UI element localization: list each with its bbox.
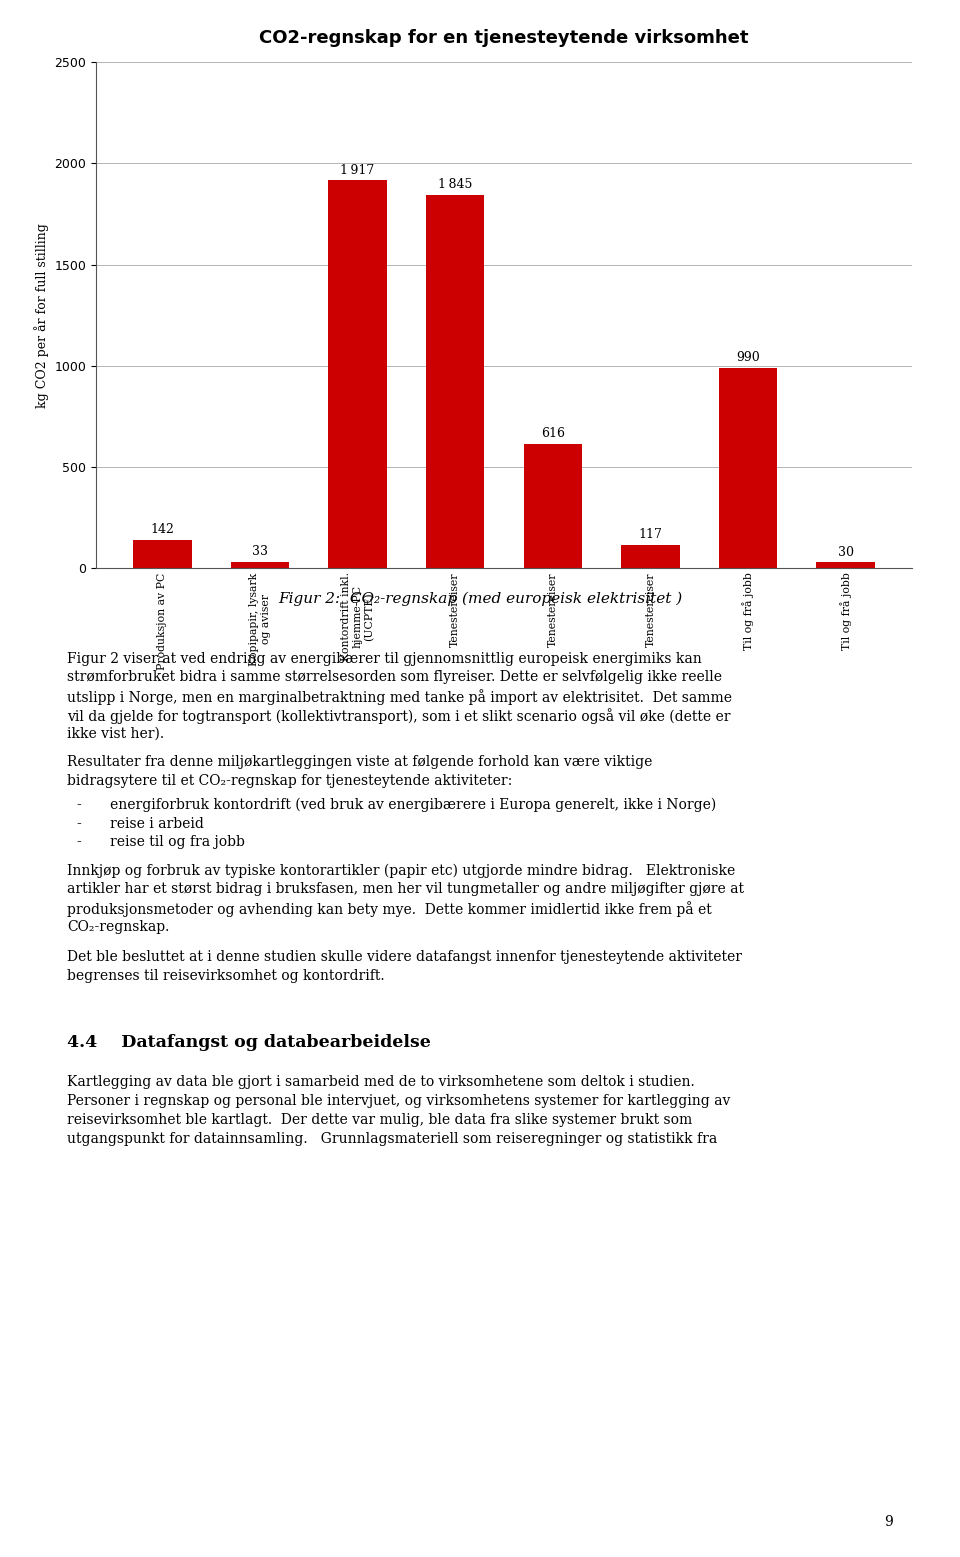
Text: artikler har et størst bidrag i bruksfasen, men her vil tungmetaller og andre mi: artikler har et størst bidrag i bruksfas… bbox=[67, 883, 744, 897]
Text: 4.4    Datafangst og databearbeidelse: 4.4 Datafangst og databearbeidelse bbox=[67, 1034, 431, 1051]
Text: begrenses til reisevirksomhet og kontordrift.: begrenses til reisevirksomhet og kontord… bbox=[67, 968, 385, 982]
Text: 117: 117 bbox=[638, 528, 662, 540]
Bar bbox=[230, 562, 289, 568]
Text: CO₂-regnskap.: CO₂-regnskap. bbox=[67, 920, 170, 934]
Text: -: - bbox=[77, 797, 82, 811]
Text: 9: 9 bbox=[884, 1515, 893, 1529]
Text: 616: 616 bbox=[540, 427, 564, 441]
Text: 1 917: 1 917 bbox=[341, 163, 374, 176]
Text: -: - bbox=[77, 836, 82, 850]
Bar bbox=[328, 181, 387, 568]
Text: Innkjøp og forbruk av typiske kontorartikler (papir etc) utgjorde mindre bidrag.: Innkjøp og forbruk av typiske kontorarti… bbox=[67, 864, 735, 878]
Text: reisevirksomhet ble kartlagt.  Der dette var mulig, ble data fra slike systemer : reisevirksomhet ble kartlagt. Der dette … bbox=[67, 1113, 692, 1127]
Bar bbox=[426, 195, 485, 568]
Bar bbox=[133, 540, 192, 568]
Text: Figur 2:  CO₂-regnskap (med europeisk elektrisitet ): Figur 2: CO₂-regnskap (med europeisk ele… bbox=[277, 592, 683, 606]
Text: Personer i regnskap og personal ble intervjuet, og virksomhetens systemer for ka: Personer i regnskap og personal ble inte… bbox=[67, 1095, 731, 1109]
Text: vil da gjelde for togtransport (kollektivtransport), som i et slikt scenario ogs: vil da gjelde for togtransport (kollekti… bbox=[67, 708, 731, 724]
Text: 30: 30 bbox=[838, 545, 853, 559]
Text: ikke vist her).: ikke vist her). bbox=[67, 727, 164, 741]
Y-axis label: kg CO2 per år for full stilling: kg CO2 per år for full stilling bbox=[34, 223, 49, 408]
Bar bbox=[523, 444, 582, 568]
Text: Resultater fra denne miljøkartleggingen viste at følgende forhold kan være vikti: Resultater fra denne miljøkartleggingen … bbox=[67, 755, 653, 769]
Text: strømforbruket bidra i samme størrelsesorden som flyreiser. Dette er selvfølgeli: strømforbruket bidra i samme størrelseso… bbox=[67, 671, 722, 685]
Text: 1 845: 1 845 bbox=[438, 177, 472, 192]
Bar bbox=[621, 545, 680, 568]
Text: Figur 2 viser at ved endring av energibærer til gjennomsnittlig europeisk energi: Figur 2 viser at ved endring av energibæ… bbox=[67, 652, 702, 666]
Text: Det ble besluttet at i denne studien skulle videre datafangst innenfor tjenestey: Det ble besluttet at i denne studien sku… bbox=[67, 950, 742, 964]
Bar bbox=[719, 367, 778, 568]
Text: 990: 990 bbox=[736, 352, 760, 364]
Text: 142: 142 bbox=[151, 523, 175, 536]
Text: energiforbruk kontordrift (ved bruk av energibærere i Europa generelt, ikke i No: energiforbruk kontordrift (ved bruk av e… bbox=[110, 797, 717, 813]
Title: CO2-regnskap for en tjenesteytende virksomhet: CO2-regnskap for en tjenesteytende virks… bbox=[259, 30, 749, 47]
Bar bbox=[816, 562, 875, 568]
Text: -: - bbox=[77, 817, 82, 831]
Text: reise i arbeid: reise i arbeid bbox=[110, 817, 204, 831]
Text: utgangspunkt for datainnsamling.   Grunnlagsmateriell som reiseregninger og stat: utgangspunkt for datainnsamling. Grunnla… bbox=[67, 1132, 717, 1146]
Text: 33: 33 bbox=[252, 545, 268, 557]
Text: utslipp i Norge, men en marginalbetraktning med tanke på import av elektrisitet.: utslipp i Norge, men en marginalbetraktn… bbox=[67, 690, 732, 705]
Text: bidragsytere til et CO₂-regnskap for tjenesteytende aktiviteter:: bidragsytere til et CO₂-regnskap for tje… bbox=[67, 774, 513, 788]
Text: Kartlegging av data ble gjort i samarbeid med de to virksomhetene som deltok i s: Kartlegging av data ble gjort i samarbei… bbox=[67, 1076, 695, 1090]
Text: produksjonsmetoder og avhending kan bety mye.  Dette kommer imidlertid ikke frem: produksjonsmetoder og avhending kan bety… bbox=[67, 902, 712, 917]
Text: reise til og fra jobb: reise til og fra jobb bbox=[110, 836, 245, 850]
